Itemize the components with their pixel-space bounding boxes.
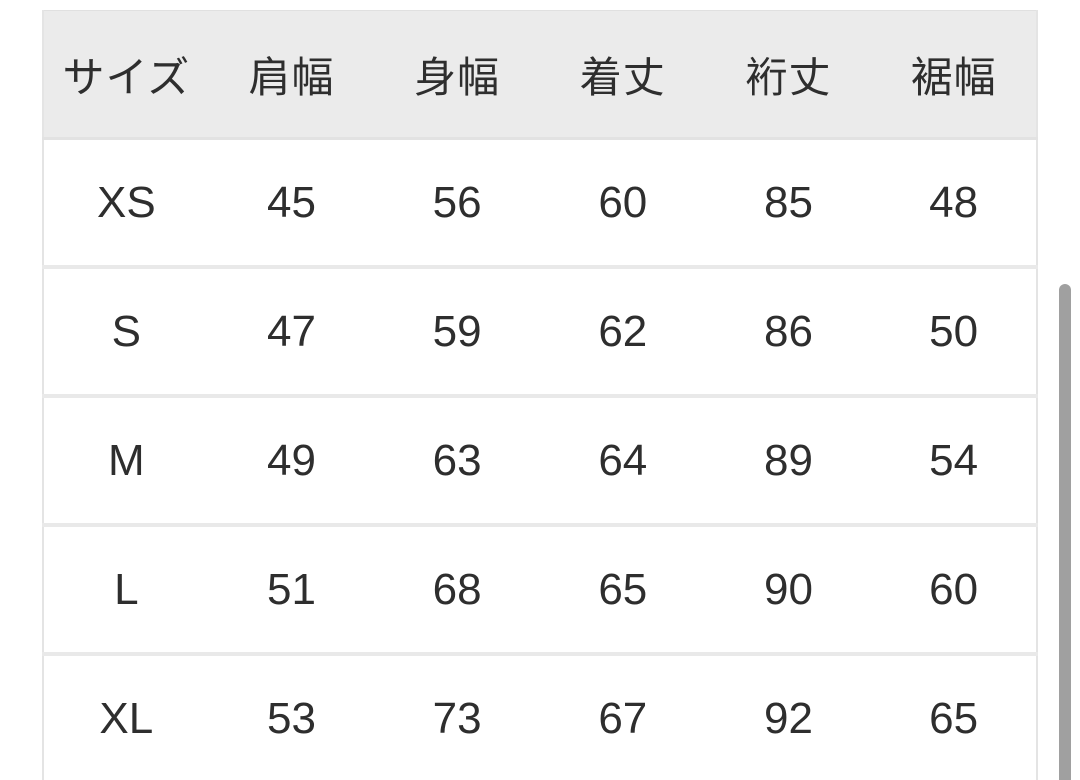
size-cell: L (43, 525, 209, 656)
value-cell: 50 (871, 267, 1037, 398)
value-cell: 92 (705, 654, 872, 780)
size-chart-table-container: サイズ 肩幅 身幅 着丈 裄丈 裾幅 XS 45 56 60 85 48 (42, 10, 1038, 780)
value-cell: 45 (208, 138, 375, 269)
value-cell: 48 (871, 138, 1037, 269)
size-cell: XL (43, 654, 209, 780)
column-header-hem-width: 裾幅 (871, 10, 1037, 140)
value-cell: 73 (374, 654, 540, 780)
value-cell: 51 (208, 525, 375, 656)
value-cell: 89 (705, 396, 872, 527)
column-header-sleeve-length: 裄丈 (705, 10, 872, 140)
column-header-size: サイズ (43, 10, 209, 140)
value-cell: 60 (539, 138, 706, 269)
value-cell: 65 (871, 654, 1037, 780)
column-header-shoulder-width: 肩幅 (208, 10, 375, 140)
size-cell: M (43, 396, 209, 527)
value-cell: 56 (374, 138, 540, 269)
value-cell: 59 (374, 267, 540, 398)
value-cell: 67 (539, 654, 706, 780)
table-row-l: L 51 68 65 90 60 (43, 525, 1037, 656)
value-cell: 62 (539, 267, 706, 398)
value-cell: 47 (208, 267, 375, 398)
value-cell: 60 (871, 525, 1037, 656)
value-cell: 54 (871, 396, 1037, 527)
value-cell: 63 (374, 396, 540, 527)
table-header-row: サイズ 肩幅 身幅 着丈 裄丈 裾幅 (43, 10, 1037, 140)
column-header-body-width: 身幅 (374, 10, 540, 140)
value-cell: 53 (208, 654, 375, 780)
value-cell: 85 (705, 138, 872, 269)
scrollbar-thumb[interactable] (1059, 284, 1071, 780)
value-cell: 86 (705, 267, 872, 398)
table-row-s: S 47 59 62 86 50 (43, 267, 1037, 398)
table-row-xs: XS 45 56 60 85 48 (43, 138, 1037, 269)
table-row-m: M 49 63 64 89 54 (43, 396, 1037, 527)
table-row-xl: XL 53 73 67 92 65 (43, 654, 1037, 780)
size-cell: S (43, 267, 209, 398)
value-cell: 49 (208, 396, 375, 527)
value-cell: 90 (705, 525, 872, 656)
column-header-length: 着丈 (539, 10, 706, 140)
value-cell: 64 (539, 396, 706, 527)
size-chart-table: サイズ 肩幅 身幅 着丈 裄丈 裾幅 XS 45 56 60 85 48 (42, 10, 1038, 780)
value-cell: 68 (374, 525, 540, 656)
size-cell: XS (43, 138, 209, 269)
value-cell: 65 (539, 525, 706, 656)
